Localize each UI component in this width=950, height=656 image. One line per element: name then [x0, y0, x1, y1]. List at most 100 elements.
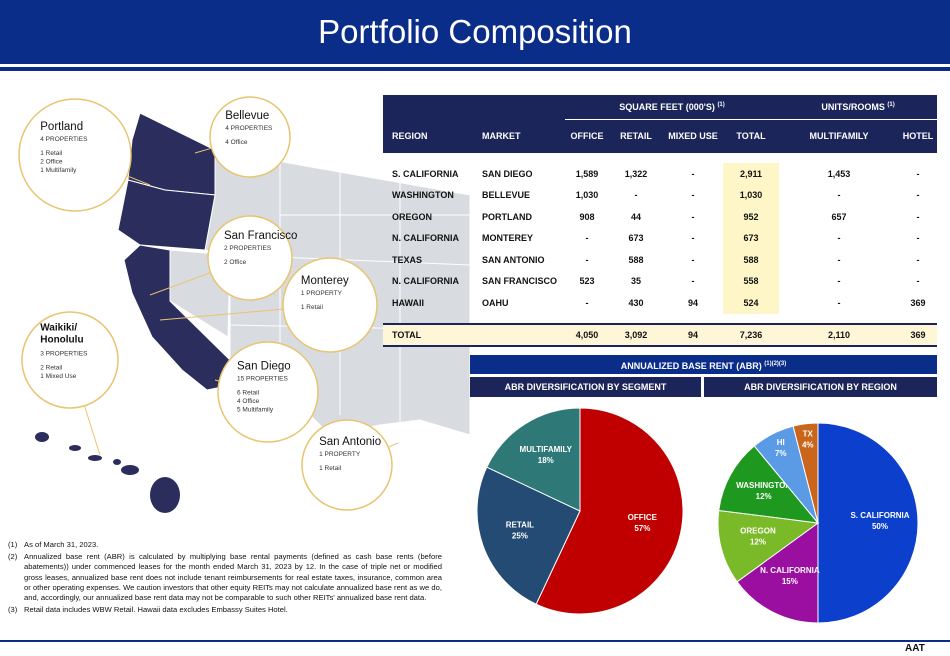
column-header: RETAIL [609, 119, 663, 153]
slice-label: TX [803, 430, 814, 439]
callout-detail: 2 Office [40, 158, 63, 165]
callout-circle [301, 419, 393, 511]
cell: 673 [628, 233, 644, 244]
washington [127, 112, 216, 196]
footnote: (3) Retail data includes WBW Retail. Hawa… [8, 605, 442, 615]
cell: 588 [628, 254, 644, 265]
slice-label: HI [777, 438, 785, 447]
cell: - [837, 190, 841, 201]
cell: 369 [910, 297, 926, 308]
cell: 657 [831, 211, 847, 222]
cell: - [837, 233, 841, 244]
cell: - [916, 211, 920, 222]
note: (1) [887, 101, 895, 108]
column-header: REGION [383, 119, 473, 153]
total-cell: 2,110 [779, 322, 900, 347]
oregon [117, 179, 216, 251]
table-row: N. CALIFORNIA MONTEREY - 673 - 673 - - [383, 227, 937, 249]
pie-slice [535, 407, 684, 615]
slice-label: MULTIFAMILY [520, 445, 573, 454]
callout-name: Monterey [301, 275, 349, 287]
logo: AAT [905, 643, 925, 654]
total-cell: 3,092 [609, 322, 663, 347]
pie-slice [792, 422, 819, 524]
leader-line [83, 405, 101, 456]
total-cell: 4,050 [565, 322, 609, 347]
column-header: MIXED USE [663, 119, 723, 153]
cell: 1,030 [575, 190, 599, 201]
slice-label: RETAIL [506, 521, 534, 530]
cell: - [585, 233, 589, 244]
cell: 35 [630, 276, 641, 287]
column-header: TOTAL [723, 119, 780, 153]
spacer-cell [383, 314, 473, 324]
cell: - [691, 168, 695, 179]
cell: - [585, 254, 589, 265]
column-header: OFFICE [565, 119, 609, 153]
pie-slice [476, 466, 581, 605]
slice-value: 12% [756, 492, 772, 501]
slice-label: S. CALIFORNIA [850, 511, 909, 520]
cell: - [691, 211, 695, 222]
leader-line [194, 147, 212, 154]
cell: 524 [723, 292, 780, 314]
cell: 908 [579, 211, 595, 222]
callout-count: 15 PROPERTIES [237, 376, 288, 383]
callout-detail: 1 Retail [301, 304, 324, 311]
total-cell: 94 [663, 322, 723, 347]
cell: SAN ANTONIO [482, 254, 545, 265]
total-cell: 369 [899, 322, 938, 347]
cell: WASHINGTON [392, 190, 454, 201]
pie-slice [817, 422, 919, 624]
callout-circle [21, 311, 119, 409]
table-row: OREGON PORTLAND 908 44 - 952 657 - [383, 206, 937, 228]
callout-name: San Francisco [224, 230, 298, 242]
cell: - [691, 233, 695, 244]
callout-detail: 1 Retail [319, 465, 342, 472]
note: (1) [717, 101, 725, 108]
callout-circle [207, 215, 293, 301]
footnotes: (1) As of March 31, 2023. (2) Annualized ba… [8, 540, 442, 617]
callout-count: 1 PROPERTY [301, 290, 343, 297]
cell: - [916, 190, 920, 201]
pie-slice [717, 509, 820, 583]
slice-value: 7% [775, 449, 787, 458]
footnote-text: Retail data includes WBW Retail. Hawaii … [24, 605, 288, 615]
column-header: MULTIFAMILY [779, 119, 900, 153]
cell: 952 [723, 206, 780, 228]
cell: - [916, 233, 920, 244]
portfolio-table: SQUARE FEET (000'S) (1) UNITS/ROOMS (1) … [383, 95, 938, 347]
footer-rule [0, 640, 950, 642]
california [123, 244, 233, 391]
cell: - [691, 254, 695, 265]
callout-circle [209, 96, 291, 178]
callout-detail: 1 Mixed Use [40, 373, 77, 380]
table-row: TEXAS SAN ANTONIO - 588 - 588 - - [383, 249, 937, 271]
title: Portfolio Composition [318, 13, 632, 50]
callout-count: 1 PROPERTY [319, 451, 361, 458]
slice-value: 57% [634, 524, 650, 533]
cell: TEXAS [392, 254, 423, 265]
slice-label: WASHINGTON [736, 481, 791, 490]
callout-detail: 1 Multifamily [40, 167, 77, 174]
column-header: MARKET [473, 119, 565, 153]
footnote-marker: (1) [8, 540, 18, 549]
pie-slice [736, 522, 819, 624]
column-header: HOTEL [899, 119, 938, 153]
cell: N. CALIFORNIA [392, 276, 459, 287]
cell: 44 [630, 211, 641, 222]
cell: 94 [687, 297, 698, 308]
abr-title: ANNUALIZED BASE RENT (ABR) [620, 361, 762, 371]
callout-detail: 4 Office [225, 139, 248, 146]
leader-line [149, 272, 211, 296]
slice-value: 12% [750, 537, 766, 546]
slice-label: OFFICE [628, 513, 658, 522]
callout-name: San Diego [237, 361, 291, 373]
callout-name: Bellevue [225, 110, 269, 122]
header-bar: Portfolio Composition [0, 0, 950, 64]
table-row: HAWAII OAHU - 430 94 524 - 369 [383, 292, 937, 314]
cell: 430 [628, 297, 644, 308]
cell: - [691, 276, 695, 287]
cell: 1,453 [827, 168, 851, 179]
